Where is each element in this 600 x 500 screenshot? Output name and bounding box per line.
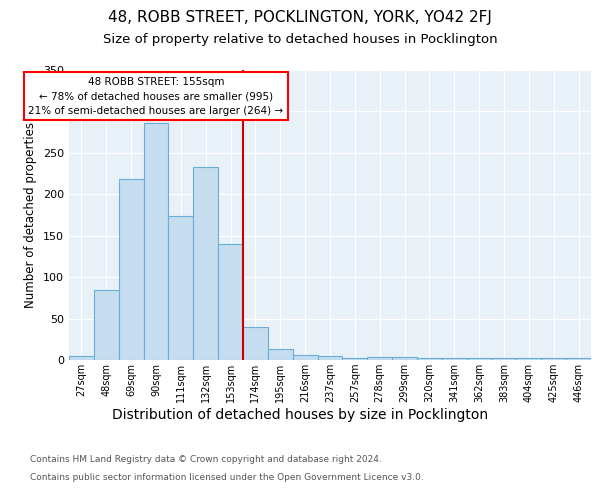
Bar <box>417 358 442 360</box>
Bar <box>94 290 119 360</box>
Bar <box>467 358 491 360</box>
Bar <box>517 358 541 360</box>
Bar <box>69 356 94 360</box>
Bar <box>367 356 392 360</box>
Bar <box>268 349 293 360</box>
Bar <box>343 358 367 360</box>
Bar <box>392 356 417 360</box>
Y-axis label: Number of detached properties: Number of detached properties <box>25 122 37 308</box>
Text: Size of property relative to detached houses in Pocklington: Size of property relative to detached ho… <box>103 32 497 46</box>
Bar <box>193 167 218 360</box>
Text: 48, ROBB STREET, POCKLINGTON, YORK, YO42 2FJ: 48, ROBB STREET, POCKLINGTON, YORK, YO42… <box>108 10 492 25</box>
Text: Distribution of detached houses by size in Pocklington: Distribution of detached houses by size … <box>112 408 488 422</box>
Bar <box>566 358 591 360</box>
Bar <box>119 180 143 360</box>
Bar <box>143 123 169 360</box>
Text: 48 ROBB STREET: 155sqm
← 78% of detached houses are smaller (995)
21% of semi-de: 48 ROBB STREET: 155sqm ← 78% of detached… <box>28 76 284 116</box>
Bar <box>317 356 343 360</box>
Text: Contains HM Land Registry data © Crown copyright and database right 2024.: Contains HM Land Registry data © Crown c… <box>30 455 382 464</box>
Bar <box>442 358 467 360</box>
Bar <box>293 355 317 360</box>
Bar <box>218 244 243 360</box>
Bar <box>243 327 268 360</box>
Bar <box>169 216 193 360</box>
Text: Contains public sector information licensed under the Open Government Licence v3: Contains public sector information licen… <box>30 472 424 482</box>
Bar <box>541 358 566 360</box>
Bar <box>491 358 517 360</box>
